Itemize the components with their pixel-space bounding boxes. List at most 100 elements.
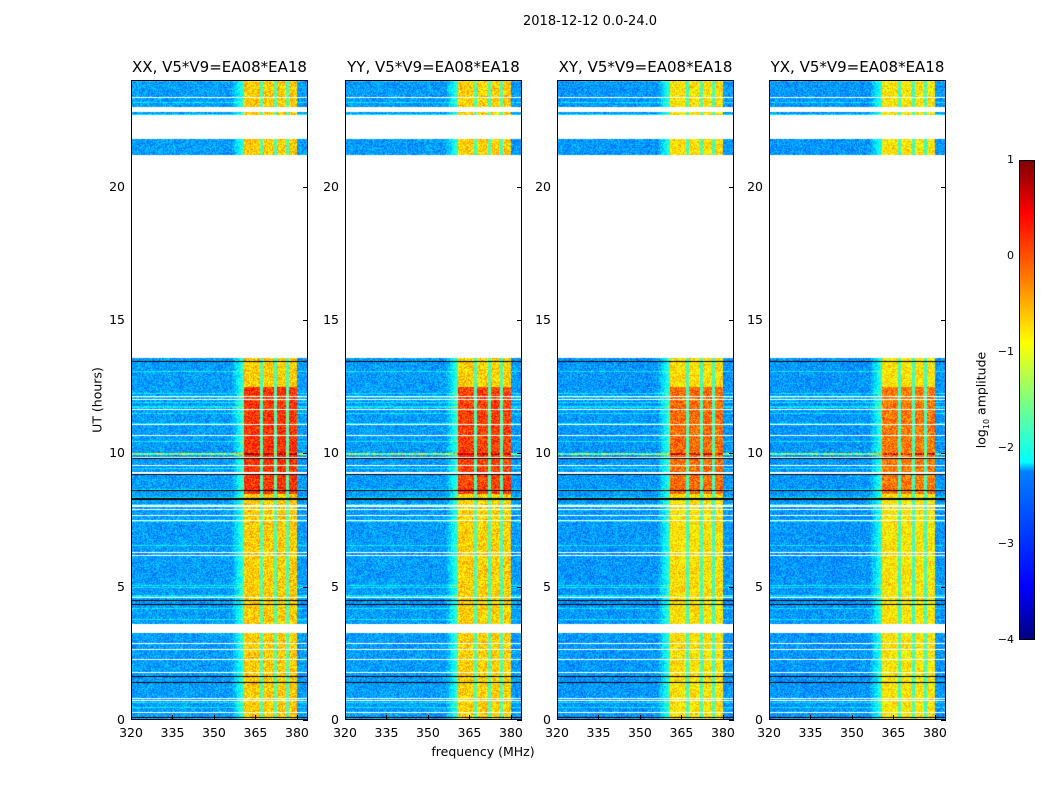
x-tick-mark: [510, 715, 512, 720]
colorbar: [1019, 160, 1035, 640]
y-tick-label: 20: [109, 178, 125, 194]
colorbar-tick-label: −4: [997, 633, 1014, 646]
y-tick-mark: [517, 720, 522, 721]
x-axis-label: frequency (MHz): [431, 744, 535, 759]
x-tick-label: 380: [499, 725, 523, 740]
spectrogram-image: [345, 80, 522, 720]
x-tick-mark: [769, 715, 770, 720]
y-tick-mark: [729, 720, 734, 721]
x-tick-label: 320: [333, 725, 357, 740]
y-tick-label: 5: [331, 578, 339, 594]
y-tick-label: 20: [323, 178, 339, 194]
spectrogram-panel: YY, V5*V9=EA08*EA18 320 335 350 365 380 0 5 10 15…: [323, 58, 523, 740]
y-tick-label: 20: [747, 178, 763, 194]
x-tick-label: 320: [119, 725, 143, 740]
y-tick-mark: [941, 320, 946, 321]
x-tick-label: 350: [628, 725, 652, 740]
y-tick-mark: [729, 186, 734, 188]
x-tick-mark: [131, 715, 132, 720]
x-tick-mark: [851, 715, 853, 720]
y-tick-label: 15: [109, 312, 125, 327]
x-tick-label: 320: [545, 725, 569, 740]
y-tick-label: 15: [323, 312, 339, 327]
y-axis-label: UT (hours): [89, 367, 105, 433]
x-tick-label: 320: [757, 725, 781, 740]
x-tick-mark: [557, 715, 558, 720]
x-tick-mark: [598, 715, 600, 720]
y-tick-label: 10: [323, 445, 339, 461]
y-tick-mark: [729, 453, 734, 455]
y-tick-mark: [303, 453, 308, 455]
x-tick-mark: [639, 715, 641, 720]
y-tick-mark: [303, 320, 308, 321]
y-tick-label: 10: [747, 445, 763, 461]
colorbar-tick-label: 1: [1007, 153, 1014, 166]
y-tick-label: 0: [543, 712, 551, 727]
x-tick-label: 365: [243, 725, 268, 740]
x-tick-mark: [469, 715, 471, 720]
x-tick-label: 380: [711, 725, 735, 740]
y-tick-mark: [941, 186, 946, 188]
y-tick-label: 10: [109, 445, 125, 461]
x-tick-mark: [893, 715, 895, 720]
x-tick-mark: [345, 715, 346, 720]
spectrogram-panel: XY, V5*V9=EA08*EA18 320 335 350 365 380 0 5 10 15…: [535, 58, 735, 740]
y-tick-label: 20: [535, 178, 551, 194]
x-tick-label: 335: [374, 725, 399, 740]
x-tick-label: 335: [586, 725, 611, 740]
spectrogram-panel: YX, V5*V9=EA08*EA18 320 335 350 365 380 0 5 10 15…: [747, 58, 947, 740]
spectrogram-image: [131, 80, 308, 720]
x-tick-label: 380: [285, 725, 309, 740]
panel-title: XY, V5*V9=EA08*EA18: [558, 58, 733, 76]
colorbar-label-suffix: amplitude: [973, 351, 989, 419]
y-tick-label: 5: [117, 578, 125, 594]
x-tick-mark: [427, 715, 429, 720]
x-tick-label: 365: [457, 725, 482, 740]
y-tick-label: 15: [535, 312, 551, 327]
x-tick-mark: [934, 715, 936, 720]
y-tick-mark: [517, 186, 522, 188]
y-tick-mark: [303, 186, 308, 188]
y-tick-mark: [517, 586, 522, 588]
x-tick-mark: [722, 715, 724, 720]
y-tick-mark: [941, 720, 946, 721]
x-tick-label: 350: [416, 725, 440, 740]
colorbar-tick-label: −3: [997, 537, 1014, 550]
colorbar-tick-label: 0: [1007, 249, 1014, 262]
y-tick-label: 10: [535, 445, 551, 461]
y-tick-mark: [941, 586, 946, 588]
colorbar-label: log10 amplitude: [973, 352, 991, 448]
figure-title: 2018-12-12 0.0-24.0: [523, 14, 657, 29]
x-tick-label: 335: [160, 725, 185, 740]
panel-title: YX, V5*V9=EA08*EA18: [770, 58, 945, 76]
x-tick-mark: [255, 715, 257, 720]
spectrogram-image: [769, 80, 946, 720]
y-tick-label: 5: [755, 578, 763, 594]
y-tick-label: 0: [117, 712, 125, 727]
x-tick-label: 365: [669, 725, 694, 740]
y-tick-mark: [303, 586, 308, 588]
x-tick-label: 380: [923, 725, 947, 740]
y-tick-label: 5: [543, 578, 551, 594]
y-tick-label: 0: [755, 712, 763, 727]
colorbar-tick-label: −1: [997, 345, 1014, 358]
y-tick-mark: [941, 453, 946, 455]
x-tick-label: 350: [840, 725, 864, 740]
colorbar-label-prefix: log: [973, 429, 989, 449]
y-tick-mark: [517, 453, 522, 455]
panel-title: YY, V5*V9=EA08*EA18: [347, 58, 520, 76]
x-tick-mark: [213, 715, 215, 720]
y-tick-mark: [303, 720, 308, 721]
colorbar-label-sub: 10: [981, 418, 991, 430]
x-tick-label: 335: [798, 725, 823, 740]
x-tick-mark: [810, 715, 812, 720]
y-tick-label: 15: [747, 312, 763, 327]
spectrogram-panel: XX, V5*V9=EA08*EA18 320 335 350 365 380 0 5 10 15…: [109, 58, 309, 740]
x-tick-label: 350: [202, 725, 226, 740]
y-tick-label: 0: [331, 712, 339, 727]
panel-title: XX, V5*V9=EA08*EA18: [132, 58, 307, 76]
y-tick-mark: [729, 320, 734, 321]
x-tick-mark: [681, 715, 683, 720]
x-tick-mark: [296, 715, 298, 720]
